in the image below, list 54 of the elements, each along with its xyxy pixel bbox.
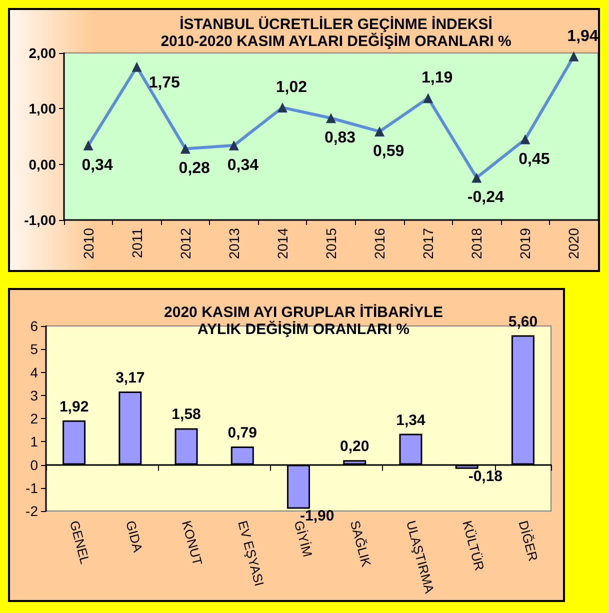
data-label: 0,34	[227, 156, 259, 174]
y-tick-label: 3	[30, 387, 38, 404]
y-tick-label: -2	[26, 503, 38, 519]
data-label: 0,59	[372, 142, 404, 160]
x-tick-label: 2017	[420, 228, 436, 260]
x-tick-label: KONUT	[179, 519, 206, 567]
y-tick-label: 1	[30, 434, 38, 450]
data-label: 0,83	[324, 130, 356, 147]
x-tick-label: EV EŞYASI	[235, 519, 267, 588]
y-tick-label: 0	[30, 456, 38, 473]
data-label: 1,75	[148, 74, 180, 92]
data-label: 3,17	[116, 369, 145, 386]
data-label: 0,79	[228, 424, 257, 442]
data-label: -0,24	[467, 189, 504, 206]
data-label: -0,18	[468, 468, 503, 485]
chart-subtitle: AYLIK DEĞİŞİM ORANLARI %	[198, 320, 410, 338]
x-tick-label: 2014	[274, 228, 290, 260]
y-tick-label: 2,00	[28, 45, 56, 61]
x-tick-label: SAĞLIK	[347, 519, 374, 569]
x-tick-label: 2010	[80, 228, 96, 260]
data-label: 0,45	[518, 150, 550, 168]
y-tick-label: 4	[30, 364, 38, 380]
y-tick-label: 6	[30, 318, 38, 334]
y-tick-label: 1,00	[28, 100, 56, 117]
x-tick-label: GENEL	[66, 519, 93, 566]
x-tick-label: 2012	[177, 228, 194, 260]
x-tick-label: 2020	[566, 228, 582, 260]
data-label: 1,58	[172, 406, 201, 424]
x-tick-label: 2019	[517, 228, 534, 260]
data-label: 1,19	[422, 70, 453, 87]
data-label: 0,34	[82, 156, 113, 174]
y-tick-label: -1,00	[24, 212, 56, 228]
x-tick-label: 2015	[323, 228, 339, 260]
x-tick-label: 2016	[372, 228, 388, 260]
data-label: 1,02	[276, 79, 308, 96]
x-tick-label: KÜLTÜR	[460, 519, 488, 572]
y-tick-label: 2	[30, 410, 38, 426]
y-tick-label: -1	[26, 480, 38, 496]
x-tick-label: 2013	[226, 228, 242, 260]
data-label: 0,28	[178, 160, 210, 178]
data-label: 0,20	[340, 438, 370, 456]
data-label: 1,34	[396, 412, 426, 429]
x-tick-label: DİĞER	[516, 519, 541, 563]
chart-title: 2020 KASIM AYI GRUPLAR İTİBARİYLE	[164, 304, 443, 321]
data-label: 1,92	[59, 398, 89, 416]
x-tick-label: 2011	[128, 228, 145, 258]
x-tick-label: 2018	[468, 228, 485, 260]
y-tick-label: 0,00	[28, 156, 56, 172]
y-tick-label: 5	[30, 341, 38, 358]
data-label: 5,60	[508, 313, 538, 330]
chart-subtitle: 2010-2020 KASIM AYLARI DEĞİŞİM ORANLARI %	[160, 32, 512, 50]
chart-title: İSTANBUL ÜCRETLİLER GEÇİNME İNDEKSİ	[180, 16, 492, 33]
data-label: 1,94	[567, 28, 598, 45]
x-tick-label: GIDA	[122, 519, 146, 554]
